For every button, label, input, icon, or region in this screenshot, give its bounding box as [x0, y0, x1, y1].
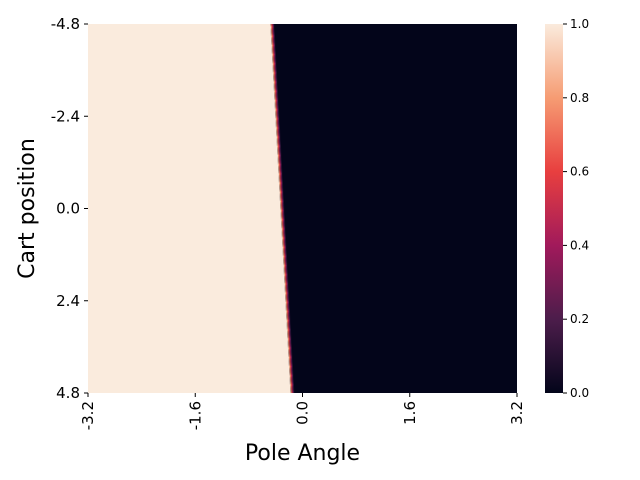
y-axis-ticks: -4.8 -2.4 0.0 2.4 4.8: [51, 15, 88, 402]
x-tick-label: -1.6: [186, 401, 204, 430]
x-tick-label: 1.6: [401, 401, 419, 425]
colorbar-tick-label: 0.4: [570, 238, 589, 252]
heatmap-transition-strip: [272, 24, 294, 393]
y-tick-label: -2.4: [51, 107, 80, 125]
y-axis-title: Cart position: [15, 138, 40, 279]
x-tick-label: 0.0: [294, 401, 312, 425]
colorbar: 0.0 0.2 0.4 0.6 0.8 1.0: [545, 17, 589, 400]
heatmap-region-high: [88, 24, 291, 393]
x-tick-label: 3.2: [508, 401, 526, 425]
x-axis-title: Pole Angle: [245, 441, 360, 466]
y-tick-label: 2.4: [56, 292, 80, 310]
colorbar-tick-label: 0.6: [570, 165, 589, 179]
heatmap-transition-strip: [272, 24, 293, 393]
y-tick-label: -4.8: [51, 15, 80, 33]
heatmap-plot-area: [88, 24, 517, 393]
colorbar-gradient: [545, 24, 563, 393]
y-tick-label: 0.0: [56, 200, 80, 218]
colorbar-tick-label: 0.0: [570, 386, 589, 400]
x-tick-label: -3.2: [79, 401, 97, 430]
heatmap-transition-strip: [273, 24, 295, 393]
heatmap-transition-strip: [271, 24, 293, 393]
heatmap-region-low: [270, 24, 517, 393]
heatmap-transition-strip: [271, 24, 292, 393]
y-tick-label: 4.8: [56, 384, 80, 402]
colorbar-tick-label: 1.0: [570, 17, 589, 31]
x-axis-ticks: -3.2 -1.6 0.0 1.6 3.2: [79, 393, 526, 430]
heatmap-transition-strip: [270, 24, 291, 393]
colorbar-tick-label: 0.2: [570, 312, 589, 326]
heatmap-boundary: [270, 24, 295, 393]
colorbar-ticks: 0.0 0.2 0.4 0.6 0.8 1.0: [563, 17, 589, 400]
colorbar-tick-label: 0.8: [570, 91, 589, 105]
heatmap-transition-strip: [273, 24, 294, 393]
heatmap-transition-strip: [270, 24, 292, 393]
